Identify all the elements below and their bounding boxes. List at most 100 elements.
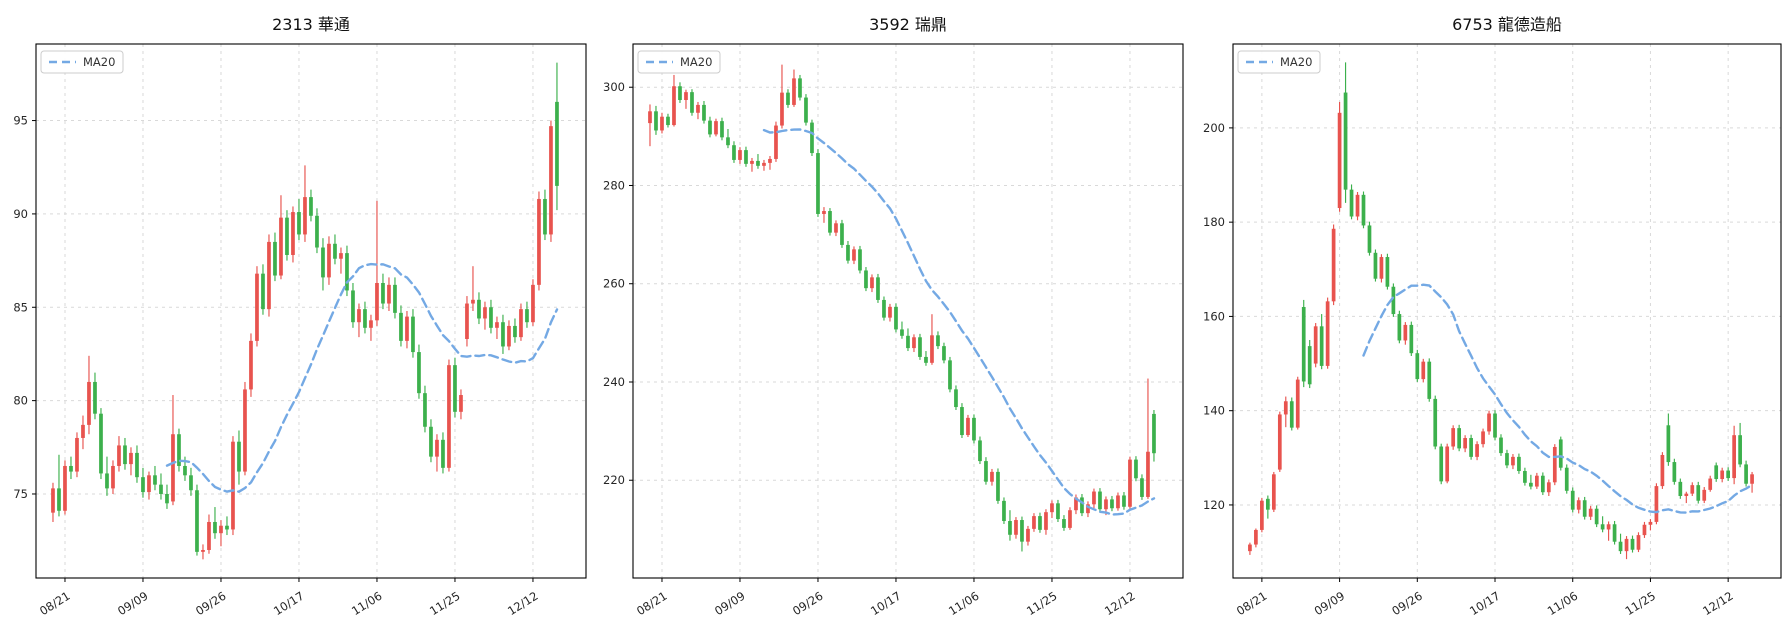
candle-down [1122, 492, 1126, 510]
candle-down [1630, 535, 1635, 553]
chart-title: 6753 龍德造船 [1452, 15, 1562, 34]
candle-down [732, 141, 736, 163]
candle-down [1062, 515, 1066, 531]
candle-down [1678, 478, 1683, 499]
candle-down [666, 113, 670, 128]
candle-down [1289, 397, 1294, 431]
x-tick-label: 10/17 [271, 589, 307, 618]
candle-down [345, 245, 349, 297]
x-tick-label: 11/25 [1622, 589, 1658, 618]
candle-up [1421, 358, 1426, 383]
candle-down [1140, 474, 1144, 500]
candle-down [261, 264, 265, 315]
candle-up [1044, 509, 1048, 535]
candle-down [93, 372, 97, 420]
candle-down [1612, 520, 1617, 545]
chart-panel-0: 75 80 85 90 95 08/21 09/09 09/26 10/17 11/06 11/25… [13, 15, 587, 618]
candle-down [864, 267, 868, 292]
candle-up [1576, 497, 1581, 514]
candle-up [1511, 454, 1515, 470]
candle-down [351, 282, 355, 328]
candle-up [1546, 479, 1551, 496]
candle-down [960, 403, 964, 438]
candle-up [1624, 536, 1629, 560]
y-axis: 120 140 160 180 200 [1203, 121, 1233, 512]
candle-down [501, 314, 505, 354]
candle-down [726, 128, 730, 149]
y-tick-label: 240 [603, 375, 625, 389]
candle-down [189, 467, 193, 496]
candle-down [1666, 413, 1671, 466]
candle-down [1002, 497, 1006, 524]
candle-down [555, 62, 559, 211]
x-axis: 08/21 09/09 09/26 10/17 11/06 11/25 12/12 [37, 578, 541, 618]
candle-up [471, 266, 475, 311]
candle-down [816, 149, 820, 217]
candle-down [678, 82, 682, 103]
candle-down [1301, 299, 1306, 388]
candle-down [105, 456, 109, 496]
candle-down [57, 454, 61, 517]
candle-up [111, 460, 115, 494]
x-tick-label: 10/17 [1467, 589, 1503, 618]
candle-down [924, 351, 928, 366]
y-tick-label: 140 [1203, 404, 1225, 418]
x-tick-label: 10/17 [868, 589, 904, 618]
candle-down [225, 516, 229, 536]
candle-down [786, 89, 790, 108]
candle-down [1152, 409, 1156, 462]
candle-down [177, 428, 181, 472]
candle-up [207, 514, 211, 554]
candle-down [744, 146, 748, 167]
candle-up [1032, 513, 1036, 532]
candle-down [1038, 512, 1042, 533]
candle-down [804, 94, 808, 126]
candle-down [978, 436, 982, 465]
candle-down [153, 465, 157, 491]
x-axis: 08/21 09/09 09/26 10/17 11/06 11/25 12/12 [1234, 578, 1736, 618]
candle-up [357, 303, 361, 338]
candle-up [75, 432, 79, 478]
candle-down [756, 154, 760, 169]
candle-up [714, 118, 718, 137]
candle-down [972, 414, 976, 444]
candle-up [750, 157, 754, 172]
candle-up [339, 247, 343, 274]
plot-border [35, 43, 587, 579]
candle-down [1744, 460, 1748, 487]
candle-up [792, 69, 796, 107]
x-tick-label: 08/21 [37, 589, 73, 618]
candle-down [525, 301, 529, 328]
candle-up [1732, 425, 1736, 485]
x-tick-label: 11/25 [1024, 589, 1060, 618]
candle-down [1110, 495, 1114, 512]
candle-down [1415, 349, 1420, 382]
candle-up [219, 520, 223, 547]
candle-down [996, 468, 1000, 504]
y-tick-label: 200 [1203, 121, 1225, 135]
candle-up [1588, 505, 1593, 521]
candle-down [810, 119, 814, 157]
candle-down [1499, 434, 1503, 456]
candle-up [1260, 497, 1264, 533]
candle-down [1397, 310, 1402, 344]
candle-up [519, 303, 523, 341]
candle-up [507, 320, 511, 351]
candle-down [453, 357, 457, 418]
legend: MA20 [40, 50, 124, 74]
candle-down [1564, 464, 1569, 494]
candle-down [1433, 395, 1438, 450]
candle-down [1672, 458, 1677, 485]
candle-up [63, 460, 67, 515]
candle-down [1343, 62, 1348, 203]
candle-down [840, 219, 844, 248]
candle-up [1684, 491, 1689, 504]
x-tick-label: 11/25 [427, 589, 463, 618]
candle-down [213, 507, 217, 539]
candle-up [1648, 519, 1653, 531]
candle-down [237, 430, 241, 485]
candle-down [417, 344, 421, 399]
candle-up [780, 64, 784, 129]
legend-label: MA20 [680, 55, 712, 69]
candle-up [912, 334, 916, 353]
